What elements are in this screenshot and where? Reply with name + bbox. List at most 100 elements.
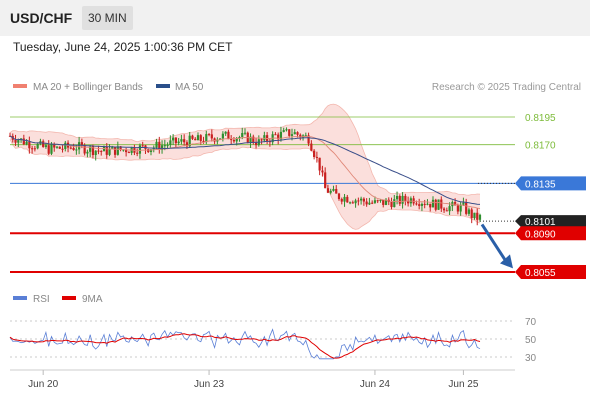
candle-body — [158, 141, 161, 150]
candle-body — [431, 199, 435, 208]
candle-body — [382, 199, 385, 205]
candle-body — [113, 146, 117, 155]
candle-body — [423, 203, 426, 205]
level-tag-value: 0.8135 — [525, 179, 556, 190]
x-axis-ticks: Jun 20 Jun 23 Jun 24 Jun 25 — [28, 370, 479, 390]
candle-body — [138, 145, 142, 154]
candle-body — [102, 146, 106, 152]
candle-body — [44, 145, 48, 147]
level-label-0.8195: 0.8195 — [525, 113, 556, 124]
candle-body — [149, 149, 153, 152]
candle-body — [420, 203, 424, 206]
candle-body — [285, 129, 288, 131]
candle-body — [362, 198, 365, 202]
candle-body — [426, 203, 429, 205]
candle-body — [141, 145, 144, 147]
legend-swatch-ma20 — [13, 84, 27, 88]
candle-body — [456, 205, 459, 212]
candle-body — [371, 202, 374, 204]
candle-body — [437, 199, 440, 210]
candle-body — [28, 141, 31, 149]
chart-header: USD/CHF 30 MIN — [0, 0, 590, 36]
legend-swatch-9ma — [62, 296, 76, 300]
candle-body — [55, 146, 59, 148]
level-tag-value: 0.8055 — [525, 268, 556, 279]
candle-body — [379, 199, 382, 201]
candle-body — [64, 142, 67, 149]
rsi-tick-30: 30 — [525, 353, 537, 364]
candle-body — [290, 134, 294, 136]
legend-ma20: MA 20 + Bollinger Bands — [33, 82, 143, 93]
candle-body — [346, 196, 349, 203]
candle-body — [119, 146, 122, 150]
arrow-shaft — [480, 223, 508, 263]
candle-body — [470, 209, 473, 219]
candle-body — [274, 134, 277, 136]
candle-body — [83, 145, 86, 154]
candle-body — [50, 144, 53, 154]
level-tag-0.8135: 0.8135 — [515, 176, 586, 191]
candle-body — [277, 134, 280, 140]
candle-body — [321, 170, 324, 173]
candle-body — [407, 200, 410, 204]
ma20-line — [9, 135, 481, 210]
timestamp: Tuesday, June 24, 2025 1:00:36 PM CET — [13, 40, 233, 54]
candle-body — [69, 147, 72, 149]
candle-body — [169, 140, 172, 146]
candle-body — [454, 202, 457, 206]
level-tag-bg — [515, 226, 586, 241]
candle-body — [376, 200, 379, 202]
candle-body — [337, 193, 341, 199]
level-tag-value: 0.8090 — [525, 229, 556, 240]
candle-body — [299, 134, 302, 138]
timeframe-button[interactable]: 30 MIN — [82, 6, 133, 30]
candle-body — [94, 150, 97, 156]
candle-body — [111, 146, 114, 149]
candle-body — [365, 201, 368, 205]
candle-body — [33, 148, 36, 150]
candle-body — [293, 132, 296, 135]
candle-body — [404, 195, 407, 201]
candle-body — [199, 135, 202, 141]
x-tick-label: Jun 20 — [28, 379, 58, 390]
candle-body — [315, 156, 318, 158]
candle-body — [125, 149, 128, 153]
candle-body — [227, 131, 230, 140]
candle-body — [282, 130, 285, 132]
candle-body — [448, 206, 451, 212]
candle-body — [105, 146, 108, 155]
level-tag-0.8055: 0.8055 — [515, 265, 586, 279]
candle-body — [390, 202, 393, 208]
candle-body — [75, 149, 78, 151]
rsi-ma-line — [9, 333, 481, 359]
candle-body — [442, 208, 446, 211]
candle-body — [351, 202, 354, 204]
candle-body — [434, 199, 437, 210]
candle-body — [89, 146, 92, 152]
candle-body — [357, 200, 360, 202]
candle-body — [395, 195, 399, 200]
candle-body — [252, 136, 255, 143]
candle-body — [58, 146, 61, 149]
candle-body — [80, 142, 83, 146]
candle-body — [205, 134, 208, 143]
candle-body — [360, 198, 363, 201]
candle-body — [86, 151, 89, 154]
legend-swatch-ma50 — [156, 84, 170, 88]
candle-body — [177, 141, 180, 144]
candle-body — [136, 152, 139, 154]
candle-body — [22, 138, 25, 145]
candle-body — [354, 200, 357, 204]
candle-body — [207, 134, 211, 136]
candle-body — [296, 132, 299, 135]
current-price-tag-bg — [515, 215, 586, 228]
candle-body — [42, 141, 45, 147]
candle-body — [476, 212, 479, 220]
candle-body — [478, 214, 482, 220]
candle-body — [188, 135, 191, 147]
candle-body — [36, 143, 39, 149]
level-tag-bg — [515, 265, 586, 279]
candle-body — [459, 204, 462, 212]
